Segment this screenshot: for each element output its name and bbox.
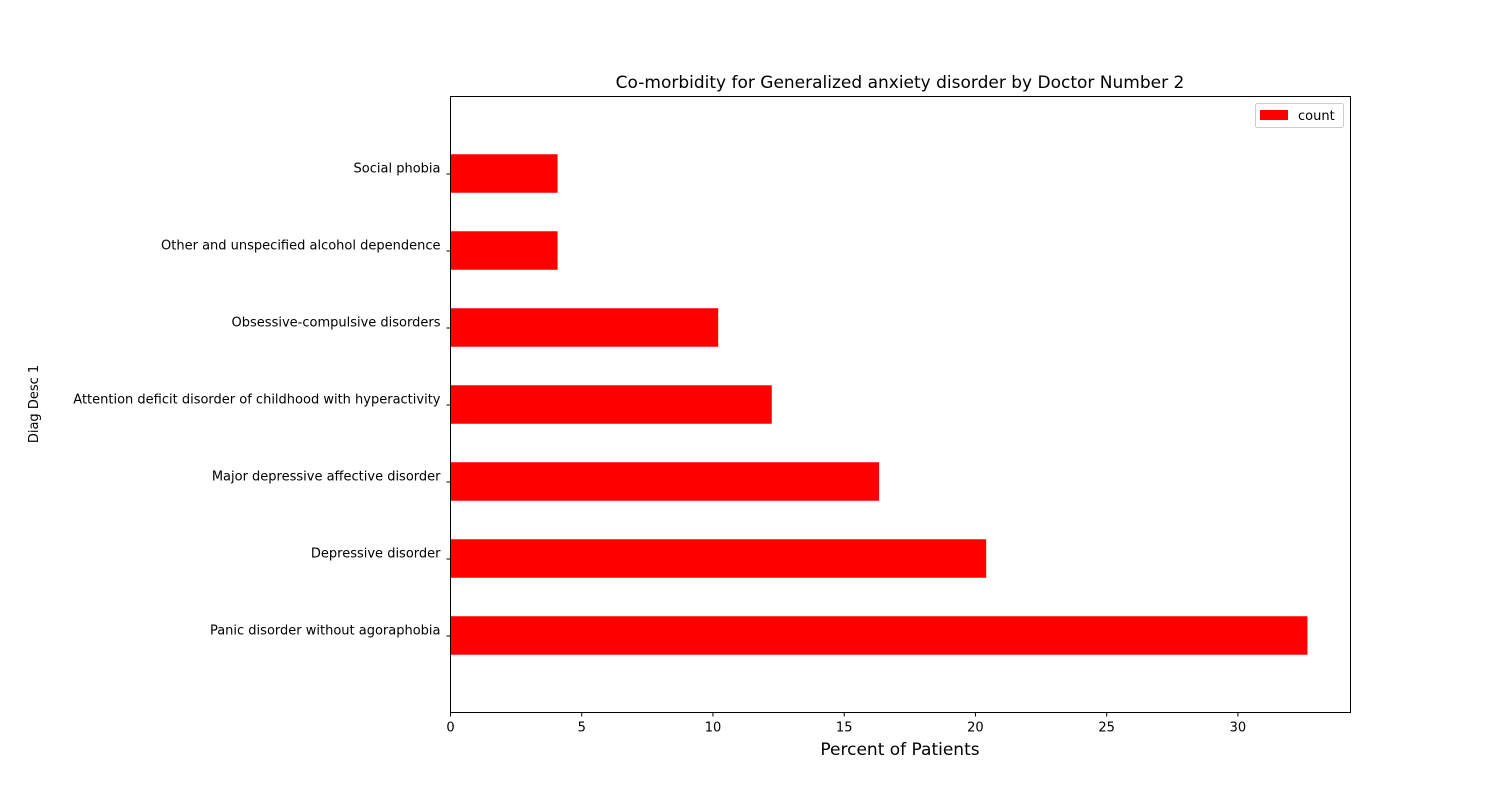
bars-layer: [450, 154, 1308, 655]
bar: [450, 462, 880, 501]
legend-box: [1255, 103, 1344, 128]
bar: [450, 539, 987, 578]
y-tick-label: Social phobia: [354, 162, 441, 177]
bar: [450, 308, 719, 347]
y-tick-label: Obsessive-compulsive disorders: [232, 316, 441, 331]
x-tick-label: 10: [705, 721, 722, 736]
y-axis-label: Diag Desc 1: [27, 365, 42, 443]
y-tick-label: Depressive disorder: [311, 547, 441, 562]
x-tick-label: 25: [1098, 721, 1115, 736]
bar: [450, 616, 1308, 655]
x-axis-ticks: 0 5 10 15 20 25 30: [446, 712, 1247, 736]
x-tick-label: 30: [1230, 721, 1247, 736]
x-tick-label: 20: [967, 721, 984, 736]
y-tick-label: Other and unspecified alcohol dependence: [161, 239, 440, 254]
x-tick-label: 15: [836, 721, 853, 736]
bar: [450, 385, 772, 424]
chart-title: Co-morbidity for Generalized anxiety dis…: [616, 73, 1185, 93]
x-axis-label: Percent of Patients: [820, 740, 979, 760]
y-axis-ticks: Panic disorder without agoraphobia Depres…: [73, 162, 451, 639]
legend-label: count: [1298, 109, 1335, 124]
bar: [450, 231, 558, 270]
x-tick-label: 0: [446, 721, 454, 736]
y-tick-label: Attention deficit disorder of childhood …: [73, 393, 441, 408]
legend: count: [1255, 103, 1344, 128]
plot-area-frame: [450, 96, 1351, 713]
bar: [450, 154, 558, 193]
y-tick-label: Major depressive affective disorder: [212, 470, 441, 485]
y-tick-label: Panic disorder without agoraphobia: [210, 624, 441, 639]
x-tick-label: 5: [578, 721, 586, 736]
legend-swatch: [1260, 110, 1288, 120]
